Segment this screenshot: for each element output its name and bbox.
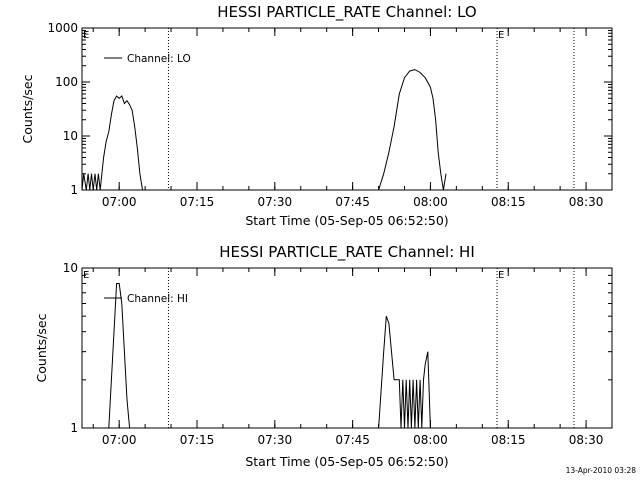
x-tick-label: 07:00 bbox=[102, 433, 137, 447]
y-tick-label: 1000 bbox=[47, 21, 78, 35]
footer-timestamp: 13-Apr-2010 03:28 bbox=[566, 466, 637, 475]
chart-panel-hi: HESSI PARTICLE_RATE Channel: HI 07:00 07:1… bbox=[34, 243, 613, 469]
marker-label: E bbox=[498, 30, 504, 41]
marker-label: E bbox=[83, 270, 89, 281]
x-axis-label: Start Time (05-Sep-05 06:52:50) bbox=[245, 454, 448, 469]
x-axis-label: Start Time (05-Sep-05 06:52:50) bbox=[245, 213, 448, 228]
x-tick-label: 08:30 bbox=[569, 433, 604, 447]
series-line bbox=[81, 69, 447, 191]
x-tick-label: 07:45 bbox=[335, 433, 370, 447]
x-tick-label: 07:30 bbox=[258, 433, 293, 447]
x-tick-label: 08:15 bbox=[491, 195, 526, 209]
y-tick-label: 10 bbox=[63, 261, 78, 275]
y-tick-label: 1 bbox=[70, 421, 78, 435]
legend-label: Channel: HI bbox=[127, 293, 188, 305]
chart-title: HESSI PARTICLE_RATE Channel: LO bbox=[217, 3, 476, 22]
y-tick-label: 100 bbox=[55, 75, 78, 89]
y-axis-label: Counts/sec bbox=[20, 74, 35, 143]
x-tick-label: 07:15 bbox=[180, 433, 215, 447]
legend-label: Channel: LO bbox=[127, 53, 191, 65]
x-tick-label: 07:15 bbox=[180, 195, 215, 209]
x-tick-label: 07:30 bbox=[258, 195, 293, 209]
x-tick-label: 08:00 bbox=[413, 433, 448, 447]
x-tick-label: 08:15 bbox=[491, 433, 526, 447]
marker-label: E bbox=[498, 270, 504, 281]
plot-frame bbox=[81, 267, 613, 429]
y-tick-label: 10 bbox=[63, 129, 78, 143]
series-line bbox=[108, 283, 436, 429]
x-tick-label: 08:30 bbox=[569, 195, 604, 209]
chart-title: HESSI PARTICLE_RATE Channel: HI bbox=[219, 243, 475, 262]
y-axis-label: Counts/sec bbox=[34, 313, 49, 382]
x-tick-label: 07:00 bbox=[102, 195, 137, 209]
marker-label: E bbox=[83, 30, 89, 41]
x-tick-label: 08:00 bbox=[413, 195, 448, 209]
y-tick-label: 1 bbox=[70, 183, 78, 197]
chart-panel-lo: HESSI PARTICLE_RATE Channel: LO 07:00 07:1… bbox=[20, 3, 613, 228]
x-tick-label: 07:45 bbox=[335, 195, 370, 209]
